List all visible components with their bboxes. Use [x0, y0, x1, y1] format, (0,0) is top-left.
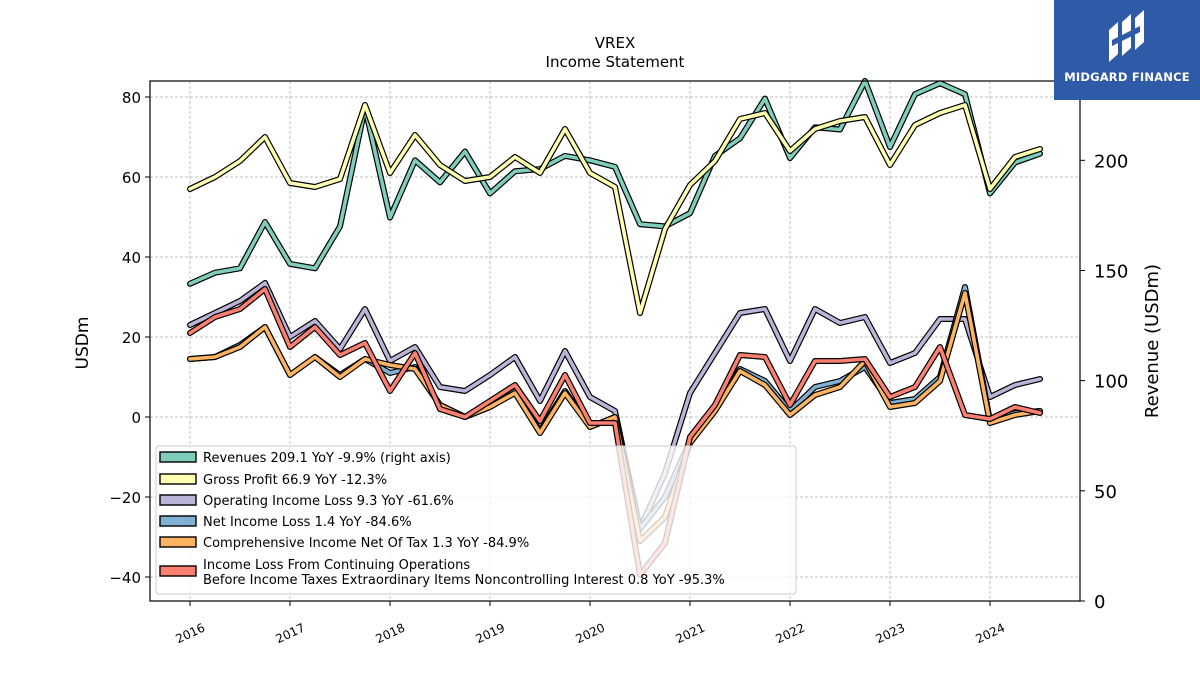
legend-label: Income Loss From Continuing Operations Be…: [203, 558, 725, 588]
midgard-finance-logo: MIDGARD FINANCE: [1054, 0, 1200, 100]
legend-swatch: [159, 565, 197, 577]
x-tick-label: 2020: [574, 621, 608, 647]
series-stroke: [188, 287, 1042, 577]
y-tick-label: −40: [109, 569, 141, 587]
x-tick-label: 2024: [974, 621, 1008, 647]
x-tick-label: 2016: [174, 621, 208, 647]
x-tick-label: 2017: [274, 621, 308, 647]
legend-label: Net Income Loss 1.4 YoY -84.6%: [203, 515, 412, 530]
y-axis-label: USDm: [73, 317, 93, 370]
series-outline: [187, 78, 1043, 287]
series-layer: [187, 78, 1043, 578]
series-line-5: [187, 290, 1043, 544]
chart-title: VREX: [595, 34, 635, 52]
y-tick-label: 60: [122, 169, 141, 187]
plot-frame: [149, 80, 1081, 602]
series-outline: [187, 102, 1043, 316]
x-tick-label: 2021: [674, 621, 708, 647]
chart-subtitle: Income Statement: [546, 53, 685, 71]
series-stroke: [188, 281, 1042, 531]
legend-box: [155, 445, 797, 595]
y-tick-label: 80: [122, 89, 141, 107]
x-tick-label: 2019: [474, 621, 508, 647]
series-line-6: [187, 286, 1043, 578]
legend-label: Comprehensive Income Net Of Tax 1.3 YoY …: [203, 536, 529, 551]
y-right-tick-label: 50: [1094, 482, 1117, 503]
y-right-tick-label: 0: [1094, 592, 1105, 613]
y-axis-label-right: Revenue (USDm): [1142, 264, 1163, 418]
y-tick-label: 20: [122, 329, 141, 347]
legend-swatch: [159, 536, 197, 548]
logo-text: MIDGARD FINANCE: [1064, 70, 1190, 84]
legend-label: Gross Profit 66.9 YoY -12.3%: [203, 473, 387, 488]
legend-swatch: [159, 494, 197, 506]
x-tick-label: 2018: [374, 621, 408, 647]
series-stroke: [188, 291, 1042, 543]
legend: Revenues 209.1 YoY -9.9% (right axis) Gro…: [155, 445, 797, 595]
legend-label: Operating Income Loss 9.3 YoY -61.6%: [203, 494, 454, 509]
series-line-3: [187, 280, 1043, 532]
legend-swatch: [159, 473, 197, 485]
y-tick-label: 0: [131, 409, 141, 427]
x-tick-label: 2023: [874, 621, 908, 647]
series-stroke: [188, 79, 1042, 286]
legend-label: Revenues 209.1 YoY -9.9% (right axis): [203, 451, 451, 466]
y-right-tick-label: 200: [1094, 151, 1128, 172]
y-tick-label: −20: [109, 489, 141, 507]
series-line-1: [187, 78, 1043, 287]
y-right-tick-label: 100: [1094, 372, 1128, 393]
y-right-tick-label: 150: [1094, 261, 1128, 282]
legend-swatch: [159, 515, 197, 527]
y-tick-label: 40: [122, 249, 141, 267]
series-stroke: [188, 103, 1042, 315]
legend-swatch: [159, 451, 197, 463]
logo-mark-icon: [1109, 10, 1144, 62]
series-line-2: [187, 102, 1043, 316]
x-tick-label: 2022: [774, 621, 808, 647]
